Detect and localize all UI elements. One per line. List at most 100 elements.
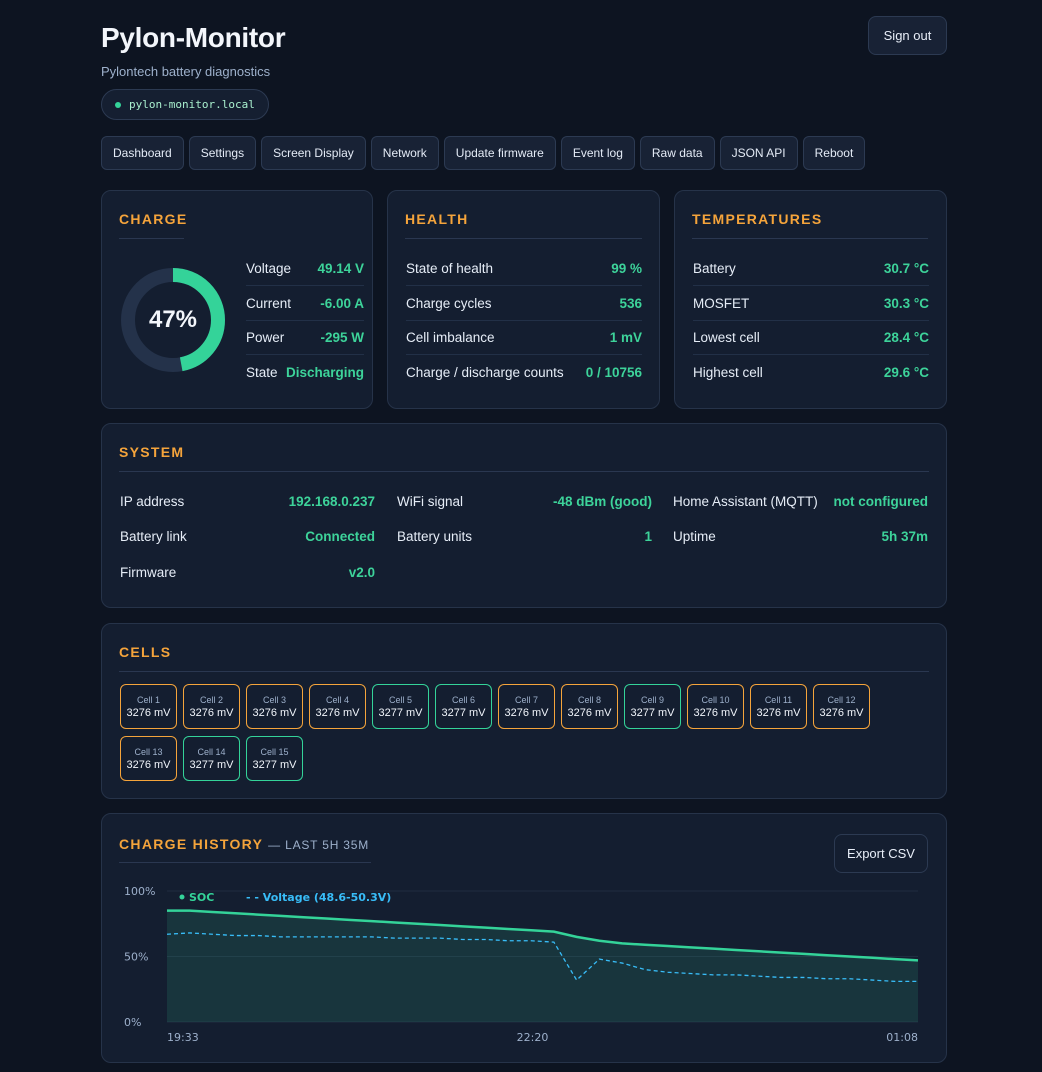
temperature-row: Battery 30.7 °C [693,261,929,276]
legend-soc-dot-icon [179,894,185,900]
cell-name: Cell 15 [260,746,289,757]
row-label: Charge / discharge counts [406,365,564,380]
row-label: Current [246,296,292,311]
nav-json-api[interactable]: JSON API [719,136,798,170]
cell-tile: Cell 14 3277 mV [183,736,240,781]
cell-name: Cell 6 [451,694,475,705]
row-value: 99 % [611,261,642,276]
cell-name: Cell 8 [577,694,601,705]
row-label: Firmware [120,565,177,580]
divider [693,354,929,355]
x-tick-label: 19:33 [167,1031,199,1044]
row-value: 1 mV [609,330,642,345]
temperature-row: Highest cell 29.6 °C [693,365,929,380]
soc-line [167,909,919,962]
cell-name: Cell 7 [514,694,538,705]
system-row: Home Assistant (MQTT) not configured [673,494,928,509]
soc-value: 47% [148,306,198,333]
row-label: Power [246,330,285,345]
row-value: 28.4 °C [883,330,929,345]
cell-name: Cell 11 [764,694,793,705]
nav-bar: Dashboard Settings Screen Display Networ… [101,136,866,170]
cell-grid: Cell 1 3276 mV Cell 2 3276 mV Cell 3 3276 mV C… [120,684,932,781]
health-row: State of health 99 % [406,261,642,276]
cell-voltage: 3276 mV [819,706,864,719]
history-card: CHARGE HISTORY — LAST 5H 35M Export CSV … [101,813,947,1063]
export-csv-button[interactable]: Export CSV [834,834,928,873]
row-value: 30.3 °C [883,296,929,311]
x-tick-label: 22:20 [517,1031,549,1044]
system-title: SYSTEM [119,444,185,460]
divider [119,238,184,239]
row-label: WiFi signal [397,494,464,509]
cell-voltage: 3276 mV [189,706,234,719]
x-tick-label: 01:08 [886,1031,918,1044]
cell-name: Cell 5 [388,694,412,705]
cell-tile: Cell 2 3276 mV [183,684,240,729]
health-row: Cell imbalance 1 mV [406,330,642,345]
y-tick-label: 0% [124,1016,141,1029]
row-label: Home Assistant (MQTT) [673,494,818,509]
cell-voltage: 3276 mV [315,706,360,719]
divider [119,671,929,672]
row-value: 5h 37m [881,529,928,544]
row-value: Connected [305,529,375,544]
charge-card: CHARGE 47% Voltage 49.14 V Current -6.00 A… [101,190,373,409]
cell-name: Cell 2 [199,694,223,705]
temperatures-title: TEMPERATURES [692,211,823,227]
cell-tile: Cell 13 3276 mV [120,736,177,781]
y-tick-label: 100% [124,885,155,898]
row-value: 536 [619,296,642,311]
row-label: MOSFET [693,296,750,311]
health-row: Charge cycles 536 [406,296,642,311]
cell-voltage: 3276 mV [504,706,549,719]
legend-voltage: - - Voltage (48.6-50.3V) [246,891,391,904]
row-label: Voltage [246,261,292,276]
sign-out-button[interactable]: Sign out [868,16,947,55]
nav-settings[interactable]: Settings [188,136,257,170]
soc-area [167,910,918,1022]
row-label: Uptime [673,529,716,544]
divider [693,285,929,286]
nav-update-firmware[interactable]: Update firmware [443,136,556,170]
row-value: -48 dBm (good) [553,494,652,509]
cell-tile: Cell 5 3277 mV [372,684,429,729]
status-dot-icon [115,101,121,108]
cell-name: Cell 3 [262,694,286,705]
row-label: Charge cycles [406,296,492,311]
temperatures-card: TEMPERATURES Battery 30.7 °C MOSFET 30.3 °… [674,190,947,409]
cell-tile: Cell 12 3276 mV [813,684,870,729]
cell-voltage: 3276 mV [126,758,171,771]
cell-name: Cell 1 [136,694,160,705]
history-subtitle: — LAST 5H 35M [268,838,370,852]
soc-gauge [121,268,225,372]
nav-screen-display[interactable]: Screen Display [261,136,366,170]
nav-dashboard[interactable]: Dashboard [101,136,184,170]
divider [246,354,364,355]
cell-voltage: 3276 mV [693,706,738,719]
cell-name: Cell 14 [197,746,226,757]
cell-voltage: 3277 mV [189,758,234,771]
y-tick-label: 50% [124,951,148,964]
charge-row: Power -295 W [246,330,364,345]
nav-event-log[interactable]: Event log [560,136,635,170]
cell-tile: Cell 9 3277 mV [624,684,681,729]
divider [693,320,929,321]
charge-row: Current -6.00 A [246,296,364,311]
system-row: WiFi signal -48 dBm (good) [397,494,652,509]
app-root: Pylon-Monitor Pylontech battery diagnost… [101,16,947,170]
row-value: 30.7 °C [883,261,929,276]
nav-reboot[interactable]: Reboot [802,136,866,170]
row-value: 0 / 10756 [585,365,642,380]
cell-tile: Cell 10 3276 mV [687,684,744,729]
cell-tile: Cell 11 3276 mV [750,684,807,729]
divider [406,285,642,286]
temperature-row: MOSFET 30.3 °C [693,296,929,311]
cell-name: Cell 4 [325,694,349,705]
nav-network[interactable]: Network [370,136,439,170]
page-subtitle: Pylontech battery diagnostics [101,64,271,79]
row-value: 29.6 °C [883,365,929,380]
system-row: IP address 192.168.0.237 [120,494,375,509]
nav-raw-data[interactable]: Raw data [639,136,715,170]
row-label: Battery [693,261,736,276]
